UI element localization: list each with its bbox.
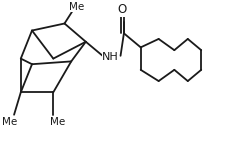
Text: O: O <box>118 3 127 16</box>
Text: NH: NH <box>102 52 119 62</box>
Text: Me: Me <box>1 117 17 127</box>
Text: Me: Me <box>69 2 84 12</box>
Text: Me: Me <box>50 117 65 127</box>
